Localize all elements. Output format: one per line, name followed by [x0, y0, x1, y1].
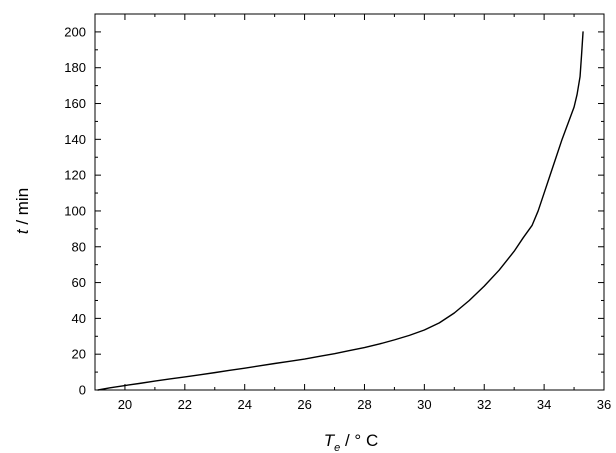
x-tick-label: 30: [417, 397, 431, 412]
x-tick-label: 34: [537, 397, 551, 412]
x-tick-label: 28: [357, 397, 371, 412]
x-tick-label: 22: [178, 397, 192, 412]
y-tick-label: 0: [79, 383, 86, 398]
y-tick-label: 40: [72, 311, 86, 326]
x-tick-label: 26: [297, 397, 311, 412]
y-tick-label: 200: [64, 24, 86, 39]
y-tick-label: 140: [64, 132, 86, 147]
x-axis-symbol: T: [324, 431, 336, 450]
series-layer: [97, 31, 584, 391]
y-axis-title: t / min: [13, 188, 32, 234]
x-axis-unit: / ° C: [340, 431, 378, 450]
y-tick-label: 180: [64, 60, 86, 75]
x-tick-label: 20: [118, 397, 132, 412]
y-axis-unit: / min: [13, 188, 32, 230]
y-tick-label: 20: [72, 347, 86, 362]
y-tick-label: 120: [64, 168, 86, 183]
y-tick-label: 60: [72, 275, 86, 290]
x-axis: 20 22 24 26 28 30 32 34 36: [118, 14, 611, 412]
x-axis-subscript: e: [334, 442, 340, 453]
x-tick-label: 24: [237, 397, 251, 412]
x-tick-label: 32: [477, 397, 491, 412]
y-tick-label: 100: [64, 203, 86, 218]
x-axis-title: Te / ° C: [324, 431, 378, 453]
series-line: [97, 31, 584, 391]
x-tick-label: 36: [597, 397, 611, 412]
plot-frame: [94, 13, 605, 391]
plot-border: [94, 13, 605, 391]
y-axis-symbol: t: [13, 228, 32, 234]
y-tick-label: 80: [72, 239, 86, 254]
y-axis: 0 20 40 60 80 100 120 140 160 180 200: [64, 24, 604, 398]
y-tick-label: 160: [64, 96, 86, 111]
